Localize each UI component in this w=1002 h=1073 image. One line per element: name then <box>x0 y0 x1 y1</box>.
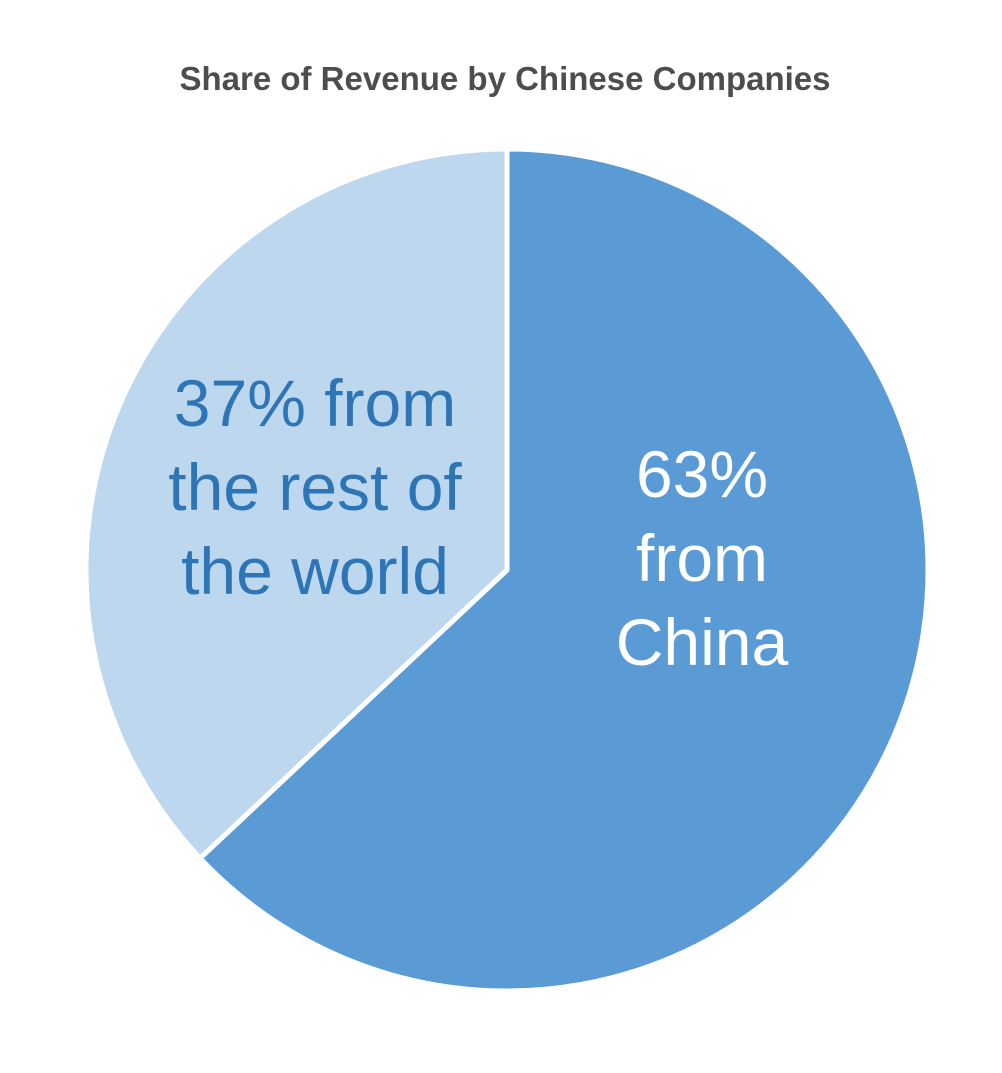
pie-slice-from-china <box>197 146 931 994</box>
slice-label-china: 63% from China <box>502 432 902 684</box>
pie-slice-from-the-rest-of-the-world <box>83 146 510 861</box>
slice-label-line: from <box>636 521 768 595</box>
slice-label-line: the world <box>181 534 449 608</box>
slice-label-line: 37% from <box>173 366 457 440</box>
slice-label-line: the rest of <box>168 450 462 524</box>
slice-label-rest-of-world: 37% from the rest of the world <box>75 361 555 613</box>
slice-label-line: China <box>615 605 789 679</box>
slice-label-line: 63% <box>635 437 769 511</box>
chart-title: Share of Revenue by Chinese Companies <box>179 60 831 97</box>
